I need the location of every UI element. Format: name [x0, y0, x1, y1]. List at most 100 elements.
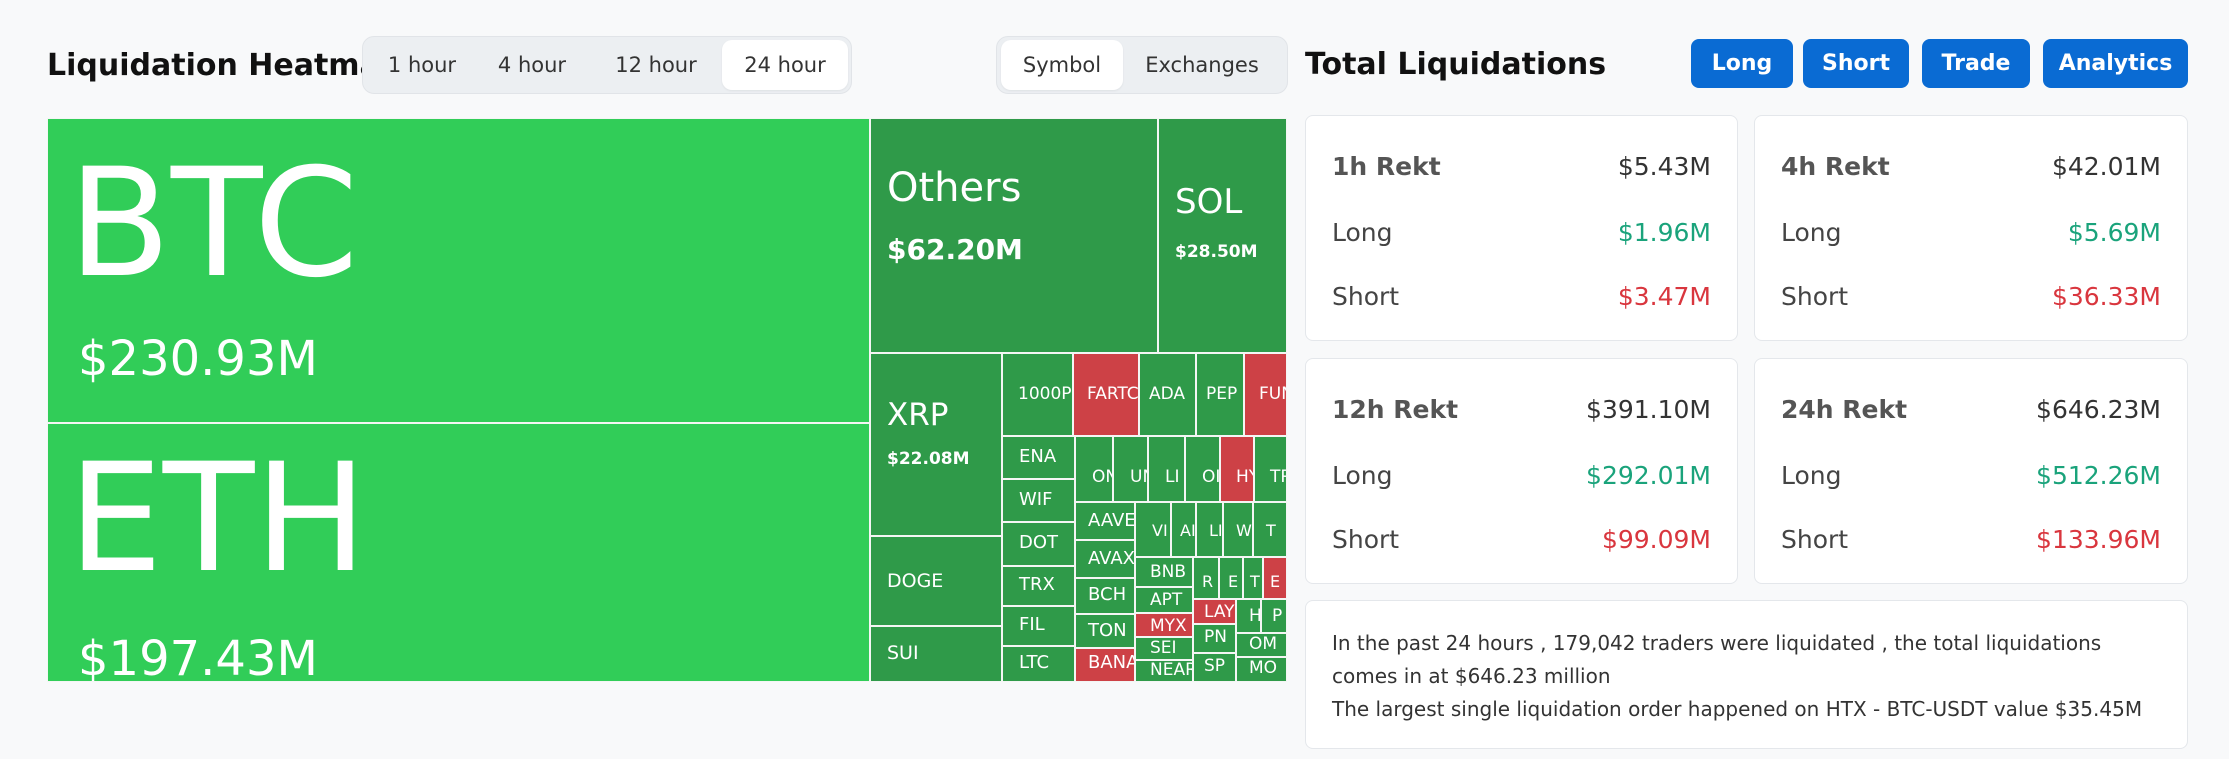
heatmap-tile-t[interactable]: T — [1253, 502, 1287, 557]
tab-exchanges[interactable]: Exchanges — [1145, 53, 1259, 77]
heatmap-tile-sei[interactable]: SEI — [1135, 637, 1193, 660]
heatmap-tile-h[interactable]: H — [1236, 599, 1261, 633]
long-label: Long — [1781, 218, 1842, 247]
tile-symbol: BCH — [1088, 584, 1127, 605]
heatmap-tile-fun[interactable]: FUN — [1244, 353, 1287, 436]
tile-value: $62.20M — [887, 233, 1023, 266]
heatmap-tile-w[interactable]: W — [1223, 502, 1253, 557]
tab-24-hour[interactable]: 24 hour — [722, 40, 848, 90]
tile-value: $28.50M — [1175, 241, 1258, 262]
tile-symbol: SEI — [1150, 637, 1177, 658]
liquidation-heatmap-treemap: BTC $230.93M ETH $197.43M Others $62.20M SOL $2… — [47, 118, 1287, 682]
heatmap-tile-ton[interactable]: TON — [1075, 614, 1135, 648]
heatmap-tile-apt[interactable]: APT — [1135, 587, 1193, 613]
heatmap-tile-bana[interactable]: BANA — [1075, 648, 1135, 682]
heatmap-tile-ena[interactable]: ENA — [1002, 436, 1075, 479]
heatmap-tile-mo[interactable]: MO — [1236, 657, 1287, 682]
short-label: Short — [1781, 282, 1849, 311]
heatmap-tile-pn[interactable]: PN — [1193, 624, 1236, 653]
heatmap-tile-oi[interactable]: OI — [1185, 436, 1220, 502]
card-total: $391.10M — [1586, 395, 1711, 424]
heatmap-tile-sp[interactable]: SP — [1193, 653, 1236, 682]
tile-symbol: PEP — [1206, 383, 1238, 404]
heatmap-tile-dot[interactable]: DOT — [1002, 522, 1075, 566]
rekt-card-24h: 24h Rekt $646.23M Long $512.26M Short $133.… — [1754, 358, 2188, 584]
long-label: Long — [1332, 461, 1393, 490]
tile-symbol: FARTC — [1087, 383, 1139, 404]
tile-symbol: ETH — [68, 432, 368, 606]
heatmap-tile-1000p[interactable]: 1000P — [1002, 353, 1073, 436]
heatmap-tile-bch[interactable]: BCH — [1075, 578, 1135, 614]
tab-12-hour[interactable]: 12 hour — [615, 53, 697, 77]
heatmap-tile-fil[interactable]: FIL — [1002, 606, 1075, 646]
heatmap-tile-p[interactable]: P — [1261, 599, 1287, 633]
tile-symbol: ON — [1092, 466, 1112, 487]
heatmap-tile-tr[interactable]: TR — [1254, 436, 1287, 502]
tile-symbol: SOL — [1175, 182, 1243, 222]
long-label: Long — [1332, 218, 1393, 247]
heatmap-tile-om[interactable]: OM — [1236, 633, 1287, 657]
heatmap-tile-myx[interactable]: MYX — [1135, 613, 1193, 637]
heatmap-tile-on[interactable]: ON — [1075, 436, 1113, 502]
heatmap-tile-btc[interactable]: BTC $230.93M — [47, 118, 870, 423]
tile-symbol: T — [1266, 521, 1276, 540]
long-value: $5.69M — [2067, 218, 2161, 247]
heatmap-tile-sui[interactable]: SUI — [870, 626, 1002, 682]
short-button[interactable]: Short — [1803, 39, 1909, 88]
tab-1-hour[interactable]: 1 hour — [387, 53, 457, 77]
heatmap-tile-bnb[interactable]: BNB — [1135, 557, 1193, 587]
analytics-button[interactable]: Analytics — [2043, 39, 2188, 88]
heatmap-tile-ai[interactable]: AI — [1171, 502, 1196, 557]
tile-symbol: E — [1228, 572, 1239, 591]
heatmap-tile-others[interactable]: Others $62.20M — [870, 118, 1158, 353]
heatmap-tile-vi[interactable]: VI — [1135, 502, 1171, 557]
heatmap-tile-ltc[interactable]: LTC — [1002, 646, 1075, 682]
heatmap-tile-li[interactable]: LI — [1148, 436, 1185, 502]
heatmap-tile-pep[interactable]: PEP — [1196, 353, 1244, 436]
tile-value: $22.08M — [887, 448, 970, 469]
tile-symbol: P — [1272, 605, 1283, 626]
heatmap-tile-t[interactable]: T — [1243, 557, 1263, 599]
heatmap-tile-hy[interactable]: HY — [1220, 436, 1254, 502]
tab-symbol[interactable]: Symbol — [1001, 40, 1123, 90]
tile-symbol: TRX — [1019, 574, 1055, 595]
heatmap-tile-r[interactable]: R — [1193, 557, 1219, 599]
heatmap-tile-xrp[interactable]: XRP $22.08M — [870, 353, 1002, 536]
tile-symbol: DOGE — [887, 569, 944, 592]
trade-button[interactable]: Trade — [1922, 39, 2030, 88]
heatmap-tile-avax[interactable]: AVAX — [1075, 540, 1135, 578]
tile-symbol: AAVE — [1088, 510, 1135, 531]
heatmap-tile-e[interactable]: E — [1263, 557, 1287, 599]
heatmap-tile-un[interactable]: UN — [1113, 436, 1148, 502]
short-value: $36.33M — [2051, 282, 2161, 311]
tile-symbol: UN — [1130, 466, 1147, 487]
heatmap-tile-fartc[interactable]: FARTC — [1073, 353, 1139, 436]
tile-symbol: OM — [1249, 633, 1278, 654]
tile-symbol: LTC — [1019, 652, 1050, 673]
tile-symbol: R — [1202, 572, 1214, 591]
heatmap-tile-near[interactable]: NEAR — [1135, 660, 1193, 682]
heatmap-tile-eth[interactable]: ETH $197.43M — [47, 423, 870, 682]
heatmap-tile-ada[interactable]: ADA — [1139, 353, 1196, 436]
heatmap-tile-li[interactable]: LI — [1196, 502, 1223, 557]
tab-4-hour[interactable]: 4 hour — [497, 53, 567, 77]
tile-symbol: APT — [1150, 589, 1183, 610]
card-title: 12h Rekt — [1332, 395, 1459, 424]
long-button[interactable]: Long — [1691, 39, 1793, 88]
tile-symbol: SP — [1204, 655, 1226, 676]
heatmap-tile-lay[interactable]: LAY — [1193, 599, 1236, 624]
tile-symbol: BNB — [1150, 561, 1187, 582]
heatmap-tile-trx[interactable]: TRX — [1002, 566, 1075, 606]
heatmap-tile-e[interactable]: E — [1219, 557, 1243, 599]
heatmap-tile-sol[interactable]: SOL $28.50M — [1158, 118, 1287, 353]
card-total: $646.23M — [2036, 395, 2161, 424]
long-value: $512.26M — [2036, 461, 2161, 490]
long-value: $292.01M — [1586, 461, 1711, 490]
tile-symbol: TR — [1270, 466, 1286, 487]
heatmap-tile-aave[interactable]: AAVE — [1075, 502, 1135, 540]
short-value: $99.09M — [1601, 525, 1711, 554]
heatmap-tile-doge[interactable]: DOGE — [870, 536, 1002, 626]
heatmap-tile-wif[interactable]: WIF — [1002, 479, 1075, 522]
tile-symbol: NEAR — [1150, 660, 1193, 680]
short-value: $133.96M — [2036, 525, 2161, 554]
